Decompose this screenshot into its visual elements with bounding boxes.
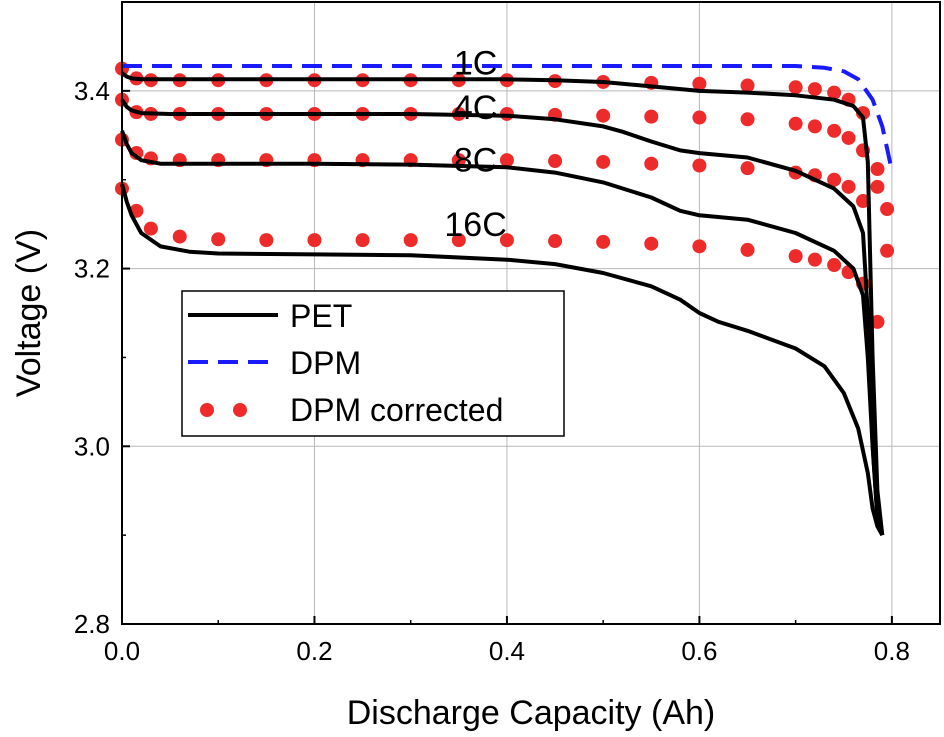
series-point-dpm-corrected-1c [740,78,755,93]
series-line-dpm-1c [122,64,894,172]
series-line-pet-16c [120,183,885,537]
series-point-dpm-corrected-1c [807,82,822,97]
series-point-dpm-corrected-8c [827,172,842,187]
series-point-dpm-corrected-4c [740,112,755,127]
y-tick-label: 3.2 [74,254,110,284]
series-point-dpm-corrected-8c [740,161,755,176]
series-point-dpm-corrected-4c [644,109,659,124]
series-point-dpm-corrected-1c [856,106,871,121]
x-axis-title: Discharge Capacity (Ah) [347,694,715,732]
series-point-dpm-corrected-16c [403,233,418,248]
series-point-dpm-corrected-8c [692,158,707,173]
rate-label-4c: 4C [454,89,497,127]
series-point-dpm-corrected-4c [870,162,885,177]
series-point-dpm-corrected-16c [548,234,563,249]
series-point-dpm-corrected-16c [451,233,466,248]
legend-dpm-corrected-marker [200,403,214,417]
series-point-dpm-corrected-16c [211,232,226,247]
ticks: 0.0 0.2 0.4 0.6 0.8 2.8 3.0 3.2 3.4 [74,76,910,666]
legend-dpm-corrected-marker [233,403,247,417]
series-line-pet-1c [120,71,885,536]
series-point-dpm-corrected-8c [548,154,563,169]
series-point-dpm-corrected-16c [143,221,158,236]
series-point-dpm-corrected-16c [644,236,659,251]
series-point-dpm-corrected-16c [870,314,885,329]
y-tick-label: 2.8 [74,609,110,639]
series-point-dpm-corrected-8c [841,179,856,194]
x-tick-label: 0.4 [489,636,525,666]
series-point-dpm-corrected-16c [259,233,274,248]
rate-label-1c: 1C [454,44,497,82]
x-tick-label: 0.6 [681,636,717,666]
x-tick-label: 0.2 [296,636,332,666]
series-point-dpm-corrected-8c [499,153,514,168]
plot-series [115,61,895,537]
rate-labels: 1C 4C 8C 16C [444,44,506,244]
series-point-dpm-corrected-16c [880,243,895,258]
series-point-dpm-corrected-4c [807,119,822,134]
series-point-dpm-corrected-8c [644,156,659,171]
rate-label-16c: 16C [444,206,506,244]
y-tick-label: 3.0 [74,431,110,461]
series-line-pet-4c [120,98,885,536]
x-tick-label: 0.0 [104,636,140,666]
legend-dpm-label: DPM [290,345,361,381]
y-tick-label: 3.4 [74,76,110,106]
series-point-dpm-corrected-8c [880,202,895,217]
series-point-dpm-corrected-4c [596,108,611,123]
series-point-dpm-corrected-16c [307,233,322,248]
series-line-pet-8c [120,130,885,536]
series-point-dpm-corrected-16c [807,252,822,267]
series-point-dpm-corrected-4c [827,123,842,138]
x-tick-label: 0.8 [874,636,910,666]
series-point-dpm-corrected-4c [788,116,803,131]
series-point-dpm-corrected-4c [841,130,856,145]
series-point-dpm-corrected-16c [788,249,803,264]
series-point-dpm-corrected-8c [870,179,885,194]
series-point-dpm-corrected-1c [692,76,707,91]
legend-dpm-corrected-label: DPM corrected [290,392,503,428]
legend-pet-label: PET [290,298,352,334]
series-point-dpm-corrected-4c [692,110,707,125]
series-point-dpm-corrected-8c [856,194,871,209]
series-point-dpm-corrected-16c [692,239,707,254]
series-point-dpm-corrected-16c [172,229,187,244]
series-point-dpm-corrected-16c [499,233,514,248]
series-point-dpm-corrected-16c [827,258,842,273]
series-point-dpm-corrected-1c [827,85,842,100]
plot-frame [121,1,941,625]
series-point-dpm-corrected-8c [451,153,466,168]
series-point-dpm-corrected-16c [740,242,755,257]
series-point-dpm-corrected-8c [596,154,611,169]
rate-label-8c: 8C [454,141,497,179]
series-point-dpm-corrected-16c [355,233,370,248]
series-point-dpm-corrected-1c [788,80,803,95]
series-point-dpm-corrected-16c [596,234,611,249]
legend: PET DPM DPM corrected [181,290,565,437]
y-axis-title: Voltage (V) [10,229,48,397]
